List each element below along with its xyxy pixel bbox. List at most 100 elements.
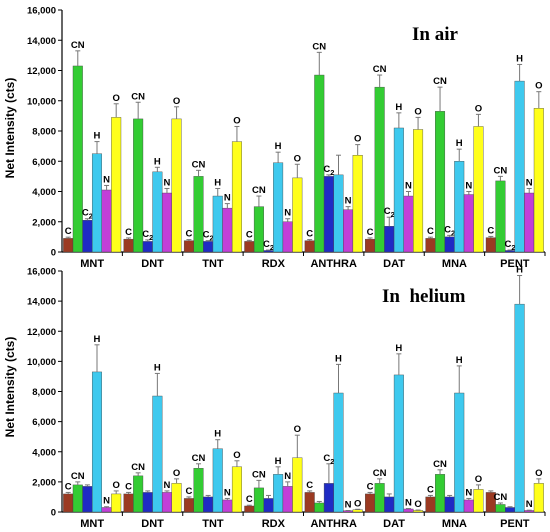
bar — [463, 499, 474, 513]
bar — [495, 504, 506, 513]
bar-label: CN — [131, 91, 145, 102]
category-label: MNA — [442, 518, 467, 530]
bar-label: CN — [494, 165, 508, 176]
category-label: MNT — [80, 258, 104, 270]
bar — [514, 80, 525, 253]
bar — [514, 303, 525, 513]
bar — [152, 171, 163, 253]
bar-label: O — [112, 93, 119, 104]
bar-label: O — [173, 96, 180, 107]
bar-label: N — [164, 177, 171, 188]
bar-label: O — [294, 153, 301, 164]
y-tick-label: 6,000 — [32, 417, 56, 428]
y-tick-label: 10,000 — [27, 357, 56, 368]
bar-label: O — [173, 468, 180, 479]
bar — [323, 483, 334, 513]
bar-label: CN — [192, 159, 206, 170]
panel-helium: In helium Net Intensity (cts) 0 2,000 4,00… — [3, 265, 546, 530]
category-label: MNA — [442, 258, 467, 270]
bar — [212, 448, 223, 513]
bar — [444, 496, 455, 513]
y-tick-label: 6,000 — [32, 157, 56, 168]
bar-label: C — [427, 484, 434, 495]
bar-label: H — [214, 177, 221, 188]
bar-label: O — [414, 106, 421, 117]
bar — [425, 238, 436, 253]
bar-label: N — [103, 496, 110, 507]
bar — [292, 177, 303, 253]
bar-label: H — [154, 362, 161, 373]
bar — [72, 484, 83, 513]
bar — [413, 129, 424, 253]
bar — [273, 474, 284, 513]
bar — [524, 192, 535, 253]
bar-label: C — [427, 226, 434, 237]
bar-label: O — [112, 480, 119, 491]
bar — [444, 236, 455, 253]
bar — [314, 502, 325, 513]
bar-label: C2 — [82, 208, 93, 221]
y-tick-label: 2,000 — [32, 217, 56, 228]
bar-label: C — [186, 229, 193, 240]
bar — [505, 507, 516, 513]
bar-label: N — [224, 487, 231, 498]
bar-label: H — [395, 343, 402, 354]
bar-label: H — [94, 334, 101, 345]
bar-label: H — [516, 265, 523, 276]
bar — [91, 153, 102, 253]
bar — [304, 240, 315, 253]
bar-label: N — [284, 471, 291, 482]
panel-title-helium: In helium — [382, 286, 466, 307]
bar — [152, 395, 163, 513]
bar — [142, 241, 153, 253]
bar-label: O — [414, 499, 421, 510]
bar-label: CN — [433, 76, 447, 87]
bar-label: H — [94, 131, 101, 142]
bar-label: C — [125, 227, 132, 238]
category-label: RDX — [262, 258, 286, 270]
bar — [304, 492, 315, 513]
bar — [365, 238, 376, 253]
bar-label: H — [154, 156, 161, 167]
bar-label: CN — [252, 185, 266, 196]
category-label: RDX — [262, 518, 286, 530]
category-label: DAT — [383, 258, 405, 270]
bar-label: C2 — [263, 239, 274, 252]
bar-label: N — [345, 196, 352, 207]
bar-label: O — [354, 498, 361, 509]
bar — [171, 118, 182, 253]
bar-label: O — [354, 134, 361, 145]
bar — [244, 241, 255, 253]
category-label: ANTHRA — [310, 258, 356, 270]
category-label: DAT — [383, 518, 405, 530]
y-tick-label: 8,000 — [32, 127, 56, 138]
bar — [403, 508, 414, 513]
bar — [273, 162, 284, 253]
bar-label: CN — [71, 471, 85, 482]
bar — [473, 126, 484, 253]
bar — [454, 161, 465, 253]
y-tick-label: 12,000 — [27, 66, 56, 77]
panel-air: In air Net Intensity (cts) 0 2,000 4,000 6,… — [3, 6, 546, 270]
bar — [193, 176, 204, 253]
bar-label: CN — [433, 459, 447, 470]
bar — [263, 498, 274, 513]
bar-label: CN — [312, 41, 326, 52]
bar — [111, 493, 122, 513]
bar-label: H — [335, 353, 342, 364]
bar-label: C — [65, 226, 72, 237]
category-label: PENT — [500, 258, 530, 270]
bar — [244, 505, 255, 513]
bar — [282, 221, 293, 253]
bar — [384, 496, 395, 513]
bar-label: C — [186, 486, 193, 497]
y-tick-label: 4,000 — [32, 447, 56, 458]
category-label: TNT — [202, 258, 224, 270]
bar-label: H — [395, 102, 402, 113]
bar — [393, 374, 404, 513]
bar — [435, 474, 446, 513]
bar — [161, 492, 172, 513]
bar-label: C2 — [384, 206, 395, 219]
bar — [203, 496, 214, 513]
bar — [231, 141, 242, 253]
